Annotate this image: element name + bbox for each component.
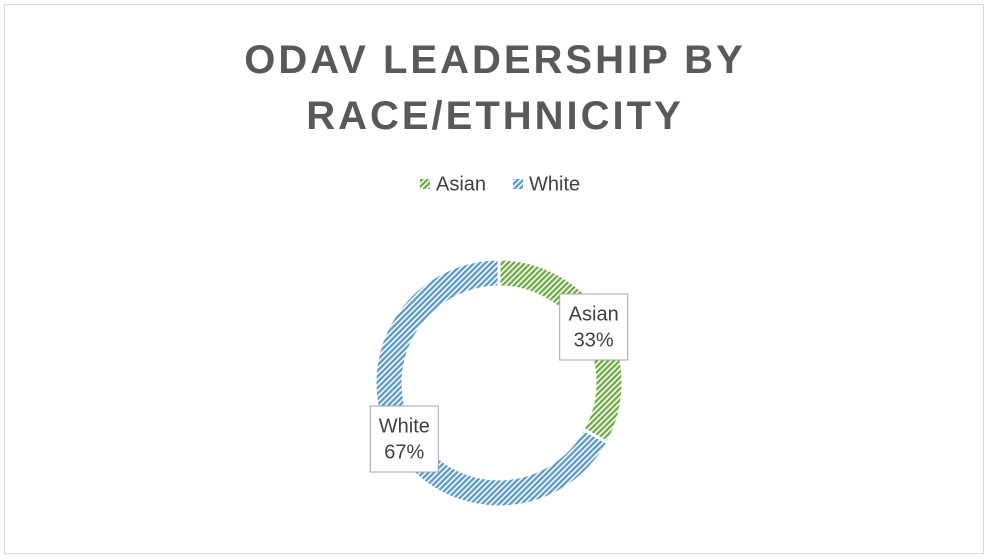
chart-frame [4, 4, 984, 554]
data-label-category: Asian [569, 303, 619, 325]
data-label-value: 33% [574, 329, 614, 351]
legend-swatch [513, 179, 523, 189]
legend-label: Asian [436, 173, 486, 195]
data-label-value: 67% [384, 441, 424, 463]
data-label-category: White [379, 415, 430, 437]
data-label-box [369, 405, 439, 473]
legend-swatch [420, 179, 430, 189]
legend-label: White [529, 173, 580, 195]
data-label-box [559, 293, 629, 361]
chart-title: ODAV LEADERSHIP BY RACE/ETHNICITY [244, 38, 746, 138]
donut-slice [373, 257, 610, 509]
